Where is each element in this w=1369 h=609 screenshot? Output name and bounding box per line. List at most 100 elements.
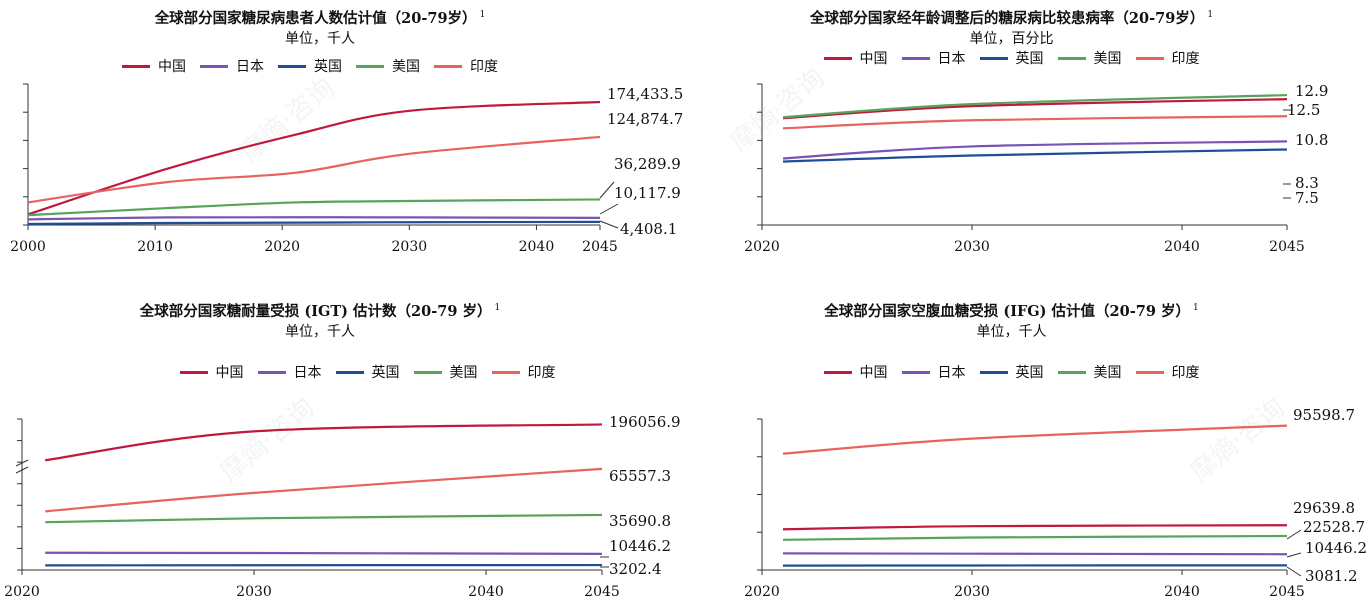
legend-swatch	[491, 370, 520, 374]
data-label: 29639.8	[1293, 499, 1355, 517]
data-label: 7.5	[1295, 189, 1319, 207]
chart-unit: 单位，千人	[285, 324, 355, 340]
series-line-10-117-9	[27, 216, 601, 221]
leader-line	[599, 203, 619, 215]
footnote-marker: 1	[1207, 10, 1214, 20]
legend-label: 英国	[314, 59, 342, 75]
x-tick-label-2030: 2030	[954, 239, 990, 255]
legend-swatch	[979, 56, 1008, 60]
data-label: 8.3	[1295, 174, 1319, 192]
series-line-10446-2	[45, 551, 603, 555]
series-line-95598-7	[782, 424, 1288, 455]
legend-swatch	[901, 370, 930, 374]
data-label: 22528.7	[1303, 518, 1365, 536]
x-tick-label-2045: 2045	[1269, 239, 1305, 255]
legend-swatch	[257, 370, 286, 374]
series-line-36-289-9	[27, 198, 601, 217]
legend-label: 日本	[937, 51, 966, 67]
legend-swatch	[434, 64, 462, 68]
legend-item: 美国	[413, 362, 478, 382]
x-tick-label-2040: 2040	[468, 584, 504, 600]
legend-label: 印度	[1171, 365, 1200, 381]
footnote-marker: 1	[494, 303, 501, 313]
chart-unit: 单位，百分比	[969, 31, 1054, 47]
legend-item: 印度	[434, 56, 498, 76]
x-tick-label-2040: 2040	[1164, 584, 1200, 600]
data-label: 10,117.9	[614, 184, 681, 202]
legend-label: 日本	[236, 59, 264, 75]
legend-label: 美国	[392, 59, 420, 75]
legend-swatch	[356, 64, 384, 68]
legend-item: 中国	[823, 48, 888, 68]
x-tick-label-2010: 2010	[137, 239, 173, 255]
data-label: 95598.7	[1293, 406, 1355, 424]
legend-item: 印度	[491, 362, 556, 382]
x-tick-label-2020: 2020	[744, 584, 780, 600]
x-tick-label-2040: 2040	[519, 239, 555, 255]
data-label: 35690.8	[609, 512, 671, 530]
x-tick-label-2020: 2020	[744, 239, 780, 255]
chart-legend: 中国 日本 英国 美国 印度	[684, 362, 1339, 382]
series-line-124-874-7	[27, 135, 601, 204]
legend-swatch	[1135, 370, 1164, 374]
legend-item: 英国	[979, 48, 1044, 68]
x-tick-label-2000: 2000	[10, 239, 46, 255]
axis-break-mark	[15, 466, 29, 474]
legend-label: 中国	[859, 51, 888, 67]
legend-swatch	[979, 370, 1008, 374]
data-label: 12.5	[1287, 101, 1320, 119]
chart-plot: 2000 2010 2020 2030 2040 2045 174,433.5 10,117.…	[10, 83, 683, 255]
legend-item: 英国	[278, 56, 342, 76]
x-tick-label-2020: 2020	[264, 239, 300, 255]
data-label: 10.8	[1295, 131, 1328, 149]
series-line-35690-8	[45, 513, 603, 524]
legend-item: 英国	[979, 362, 1044, 382]
x-tick-label-2040: 2040	[1164, 239, 1200, 255]
leader-line	[1286, 552, 1302, 558]
legend-label: 印度	[470, 59, 498, 75]
legend-label: 日本	[937, 365, 966, 381]
legend-swatch	[1057, 370, 1086, 374]
legend-item: 日本	[901, 48, 966, 68]
chart-legend: 中国 日本 英国 美国 印度	[0, 56, 620, 76]
chart-legend: 中国 日本 英国 美国 印度	[0, 362, 735, 382]
legend-label: 印度	[527, 365, 556, 381]
data-label: 65557.3	[609, 467, 671, 485]
x-tick-label-2020: 2020	[4, 584, 40, 600]
chart-panel-prevalence: 全球部分国家经年龄调整后的糖尿病比较患病率（20-79岁） 1 单位，百分比 中国…	[684, 0, 1369, 300]
series-line-12-9	[782, 93, 1288, 119]
legend-swatch	[179, 370, 208, 374]
chart-title: 全球部分国家糖尿病患者人数估计值（20-79岁） 1	[154, 10, 486, 27]
legend-swatch	[278, 64, 306, 68]
series-line-4-408-1	[27, 220, 601, 226]
legend-item: 印度	[1135, 48, 1200, 68]
legend-label: 中国	[215, 365, 244, 381]
series-line-22528-7	[782, 534, 1288, 541]
chart-title: 全球部分国家空腹血糖受损 (IFG) 估计值（20-79 岁） 1	[824, 303, 1199, 320]
chart-title: 全球部分国家经年龄调整后的糖尿病比较患病率（20-79岁） 1	[809, 10, 1214, 27]
legend-label: 英国	[1015, 51, 1044, 67]
legend-label: 中国	[859, 365, 888, 381]
series-line-10446-2	[782, 552, 1288, 556]
chart-panel-ifg: 全球部分国家空腹血糖受损 (IFG) 估计值（20-79 岁） 1 单位，千人 中…	[684, 300, 1369, 609]
legend-item: 日本	[901, 362, 966, 382]
legend-swatch	[823, 370, 852, 374]
legend-swatch	[901, 56, 930, 60]
data-label: 174,433.5	[607, 85, 683, 103]
legend-label: 日本	[293, 365, 322, 381]
legend-item: 英国	[335, 362, 400, 382]
x-tick-label-2045: 2045	[1269, 584, 1305, 600]
data-label: 3081.2	[1305, 567, 1358, 585]
data-label: 124,874.7	[607, 110, 683, 128]
x-tick-label-2030: 2030	[954, 584, 990, 600]
chart-panel-igt: 全球部分国家糖耐量受损 (IGT) 估计数（20-79 岁） 1 单位，千人 中国…	[0, 300, 684, 609]
chart-plot: 2020 2030 2040 2045 29639.8 10446.2 3081.2 2252…	[744, 406, 1367, 600]
series-line-196056-9	[45, 423, 603, 462]
legend-label: 美国	[1093, 51, 1122, 67]
legend-label: 美国	[1093, 365, 1122, 381]
legend-swatch	[1057, 56, 1086, 60]
chart-plot: 2020 2030 2040 2045 196056.9 10446.2 3202.4 356…	[4, 413, 680, 600]
legend-item: 中国	[823, 362, 888, 382]
leader-line	[599, 220, 619, 229]
legend-label: 英国	[371, 365, 400, 381]
